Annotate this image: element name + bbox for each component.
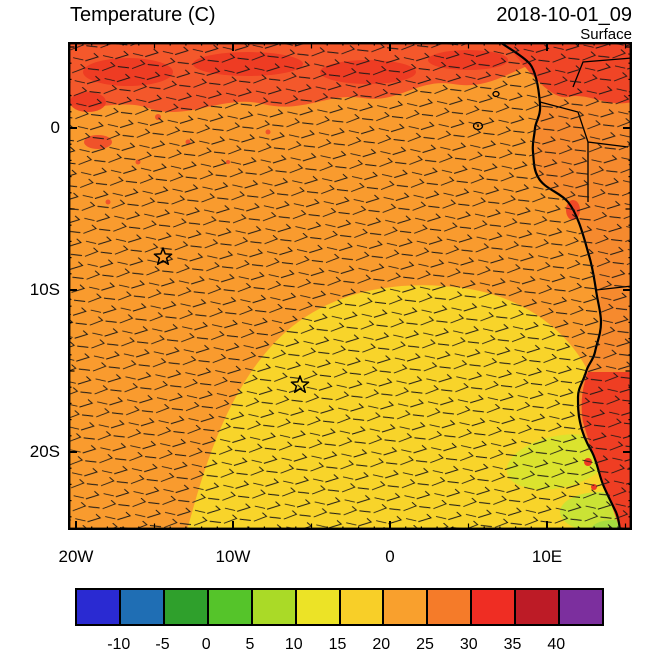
y-axis-tick-label: 0 <box>50 118 60 137</box>
colorbar-tick-label: 25 <box>416 636 434 653</box>
x-axis-tick-label: 0 <box>385 547 395 566</box>
colorbar-tick-label: 10 <box>284 636 303 653</box>
plot-level-label: Surface <box>580 26 632 43</box>
plot-datetime: 2018-10-01_09 <box>496 4 632 26</box>
colorbar-tick-label: 35 <box>503 636 522 653</box>
y-axis-tick-label: 10S <box>29 280 60 299</box>
colorbar-labels: -10 -5 0 5 10 15 20 25 30 35 40 <box>75 636 600 658</box>
colorbar-tick-label: 15 <box>328 636 347 653</box>
x-axis-tick-label: 10E <box>531 547 563 566</box>
map-frame <box>68 42 632 531</box>
colorbar-tick-label: 30 <box>459 636 478 653</box>
axis-ticks <box>68 42 632 530</box>
colorbar-cell <box>472 590 517 624</box>
temperature-map <box>68 42 632 531</box>
colorbar-cell <box>516 590 561 624</box>
y-axis-tick-label: 20S <box>29 442 60 461</box>
colorbar-cell <box>164 590 209 624</box>
colorbar-cell <box>384 590 429 624</box>
colorbar-cell <box>340 590 385 624</box>
colorbar-cell <box>120 590 165 624</box>
x-axis-tick-label: 20W <box>58 547 94 566</box>
colorbar-tick-label: 20 <box>372 636 391 653</box>
plot-title: Temperature (C) <box>70 4 216 26</box>
wind-barbs-overlay <box>68 42 632 530</box>
star-marker <box>290 375 310 394</box>
colorbar-cell <box>296 590 341 624</box>
colorbar <box>75 588 604 626</box>
star-marker <box>153 247 173 266</box>
map-area <box>68 42 632 531</box>
colorbar-cell <box>252 590 297 624</box>
colorbar-cell <box>208 590 253 624</box>
colorbar-tick-label: -5 <box>155 636 170 653</box>
colorbar-tick-label: 5 <box>245 636 255 653</box>
colorbar-tick-label: 40 <box>547 636 566 653</box>
colorbar-cell <box>428 590 473 624</box>
colorbar-cell <box>77 590 121 624</box>
x-axis-tick-label: 10W <box>215 547 251 566</box>
colorbar-tick-label: -10 <box>107 636 131 653</box>
colorbar-cell <box>560 590 603 624</box>
colorbar-tick-label: 0 <box>201 636 211 653</box>
